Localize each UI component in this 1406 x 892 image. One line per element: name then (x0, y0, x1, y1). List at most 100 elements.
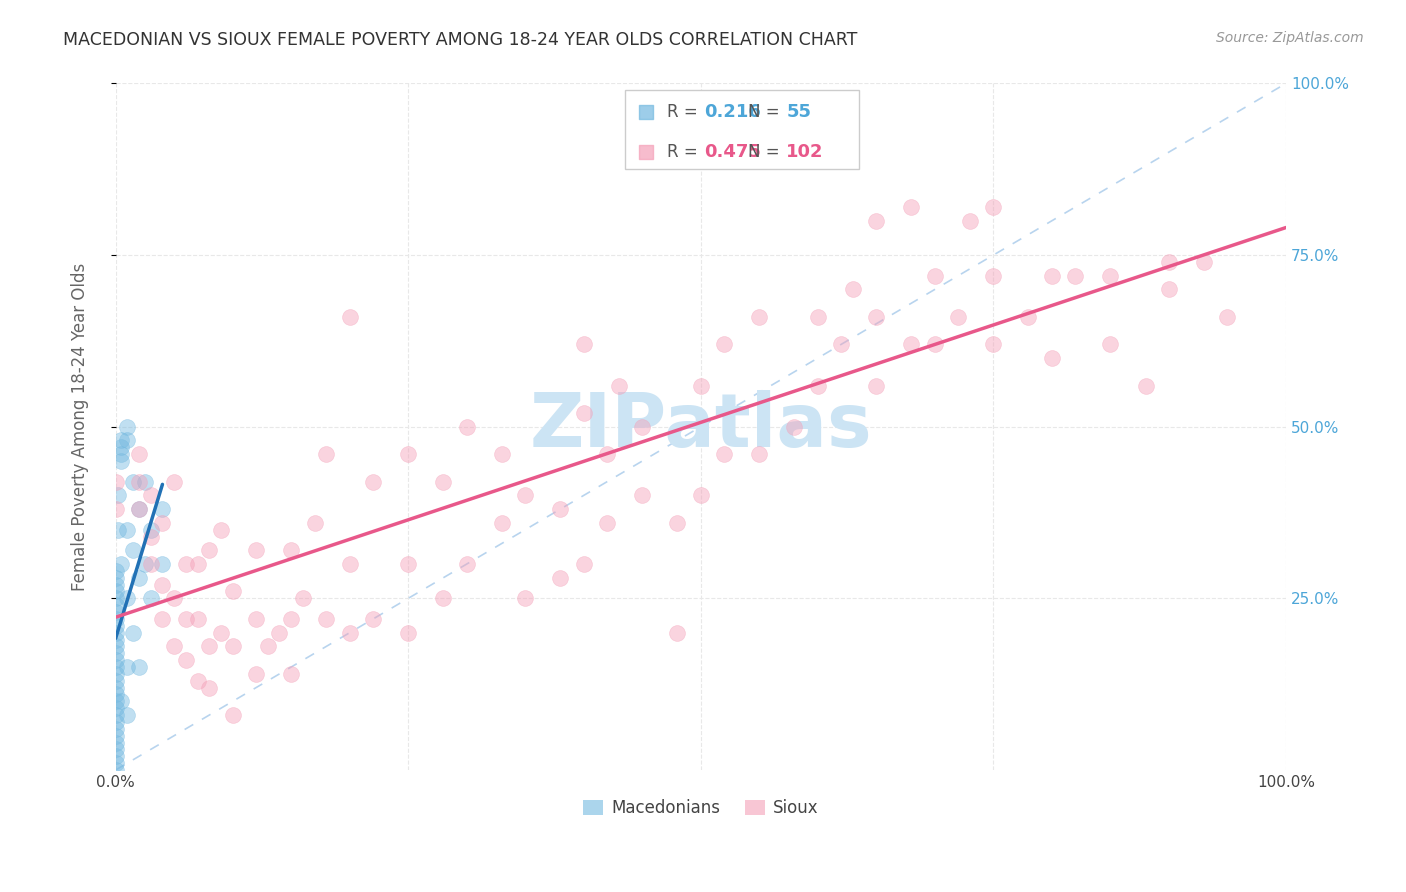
Point (104, 625, 127, 640)
Point (110, 557, 132, 571)
Point (110, 434, 132, 448)
Point (104, 714, 127, 729)
Point (924, 337, 946, 351)
Point (361, 475, 384, 489)
Point (634, 145, 657, 159)
Text: 55: 55 (786, 103, 811, 121)
Point (221, 584, 243, 599)
Point (315, 612, 337, 626)
Point (163, 475, 186, 489)
Point (865, 213, 887, 227)
Point (104, 577, 127, 591)
Point (117, 523, 139, 537)
Text: N =: N = (748, 143, 785, 161)
Point (104, 763, 127, 777)
Point (139, 523, 162, 537)
Point (666, 516, 689, 530)
Point (187, 557, 209, 571)
Point (117, 419, 139, 434)
Text: R =: R = (666, 143, 703, 161)
Point (128, 475, 150, 489)
Point (280, 543, 302, 558)
Point (748, 447, 770, 461)
Point (807, 310, 830, 324)
Y-axis label: Female Poverty Among 18-24 Year Olds: Female Poverty Among 18-24 Year Olds (72, 262, 89, 591)
Point (122, 543, 145, 558)
Point (1017, 310, 1039, 324)
Point (221, 640, 243, 654)
Text: MACEDONIAN VS SIOUX FEMALE POVERTY AMONG 18-24 YEAR OLDS CORRELATION CHART: MACEDONIAN VS SIOUX FEMALE POVERTY AMONG… (63, 31, 858, 49)
Point (596, 447, 619, 461)
Point (104, 756, 127, 771)
Point (689, 378, 711, 392)
Point (291, 591, 314, 606)
Point (198, 640, 221, 654)
Point (209, 523, 232, 537)
Text: R =: R = (666, 103, 703, 121)
Point (110, 694, 132, 708)
Point (187, 612, 209, 626)
Point (1099, 268, 1122, 283)
Point (117, 434, 139, 448)
Point (107, 523, 129, 537)
Point (432, 475, 454, 489)
Point (361, 612, 384, 626)
Point (104, 612, 127, 626)
Text: 102: 102 (786, 143, 824, 161)
Point (139, 488, 162, 502)
Point (152, 502, 174, 516)
Point (104, 632, 127, 647)
Point (456, 419, 478, 434)
Point (128, 502, 150, 516)
Point (396, 557, 419, 571)
Point (550, 571, 572, 585)
Point (221, 708, 243, 723)
Point (104, 708, 127, 723)
Point (104, 694, 127, 708)
Point (304, 516, 326, 530)
Point (900, 337, 922, 351)
Point (110, 447, 132, 461)
Point (174, 612, 197, 626)
Point (128, 571, 150, 585)
Point (572, 406, 595, 420)
Point (152, 557, 174, 571)
Point (713, 337, 735, 351)
Point (280, 666, 302, 681)
Text: 0.475: 0.475 (704, 143, 761, 161)
Point (315, 447, 337, 461)
Point (865, 310, 887, 324)
Point (245, 543, 267, 558)
Point (122, 475, 145, 489)
Point (128, 502, 150, 516)
Point (104, 571, 127, 585)
Point (1064, 268, 1087, 283)
Point (339, 625, 361, 640)
Point (1216, 310, 1239, 324)
Point (104, 729, 127, 743)
Point (339, 557, 361, 571)
Point (104, 502, 127, 516)
Point (807, 378, 830, 392)
Point (104, 688, 127, 702)
Point (139, 530, 162, 544)
Point (983, 200, 1005, 214)
Point (842, 282, 865, 296)
Point (104, 605, 127, 619)
Point (550, 502, 572, 516)
Point (187, 673, 209, 688)
Point (830, 337, 852, 351)
Point (134, 557, 156, 571)
Point (572, 557, 595, 571)
Point (104, 619, 127, 633)
Point (631, 419, 654, 434)
Point (515, 591, 537, 606)
Point (134, 475, 156, 489)
Text: 0.216: 0.216 (704, 103, 761, 121)
Point (117, 708, 139, 723)
Text: ZIPatlas: ZIPatlas (530, 390, 872, 463)
Point (139, 557, 162, 571)
Point (139, 591, 162, 606)
Point (174, 557, 197, 571)
Point (1157, 282, 1180, 296)
